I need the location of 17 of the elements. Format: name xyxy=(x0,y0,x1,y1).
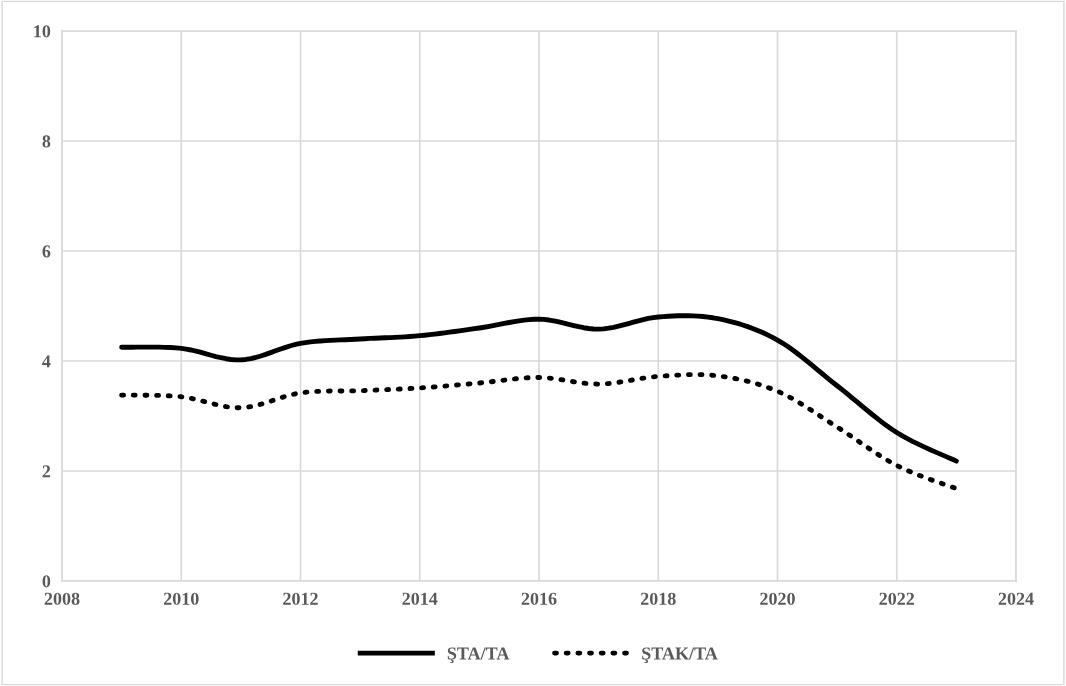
x-tick-label: 2020 xyxy=(760,592,795,605)
x-tick-label: 2014 xyxy=(402,592,438,605)
x-tick-label: 2024 xyxy=(998,592,1034,605)
x-tick-label: 2008 xyxy=(44,592,80,605)
y-tick-label: 2 xyxy=(42,465,51,478)
y-tick-label: 10 xyxy=(34,25,51,38)
x-tick-label: 2010 xyxy=(163,592,199,605)
y-tick-label: 8 xyxy=(42,135,51,148)
y-tick-label: 6 xyxy=(42,245,51,258)
x-tick-label: 2018 xyxy=(640,592,676,605)
x-tick-label: 2016 xyxy=(521,592,557,605)
x-tick-label: 2012 xyxy=(283,592,318,605)
y-tick-label: 4 xyxy=(42,355,51,368)
y-tick-label: 0 xyxy=(42,575,51,588)
legend-label: ŞTA/TA xyxy=(447,647,510,664)
legend-label: ŞTAK/TA xyxy=(642,647,718,664)
x-tick-label: 2022 xyxy=(879,592,915,605)
